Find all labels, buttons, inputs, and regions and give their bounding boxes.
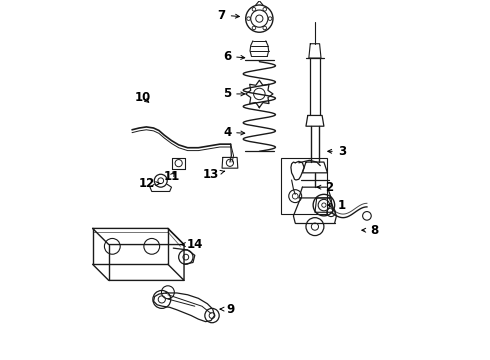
Text: 11: 11: [163, 170, 180, 183]
Text: 10: 10: [135, 91, 151, 104]
Text: 8: 8: [362, 224, 378, 237]
Text: 6: 6: [223, 50, 245, 63]
Text: 14: 14: [181, 238, 203, 251]
Text: 4: 4: [223, 126, 245, 139]
Text: 1: 1: [328, 199, 346, 212]
Text: 3: 3: [328, 145, 346, 158]
Text: 7: 7: [218, 9, 239, 22]
Text: 9: 9: [220, 303, 235, 316]
Bar: [281, 158, 327, 214]
Text: 2: 2: [317, 181, 333, 194]
Text: 5: 5: [223, 87, 245, 100]
Text: 13: 13: [203, 168, 224, 181]
Text: 12: 12: [138, 177, 160, 190]
